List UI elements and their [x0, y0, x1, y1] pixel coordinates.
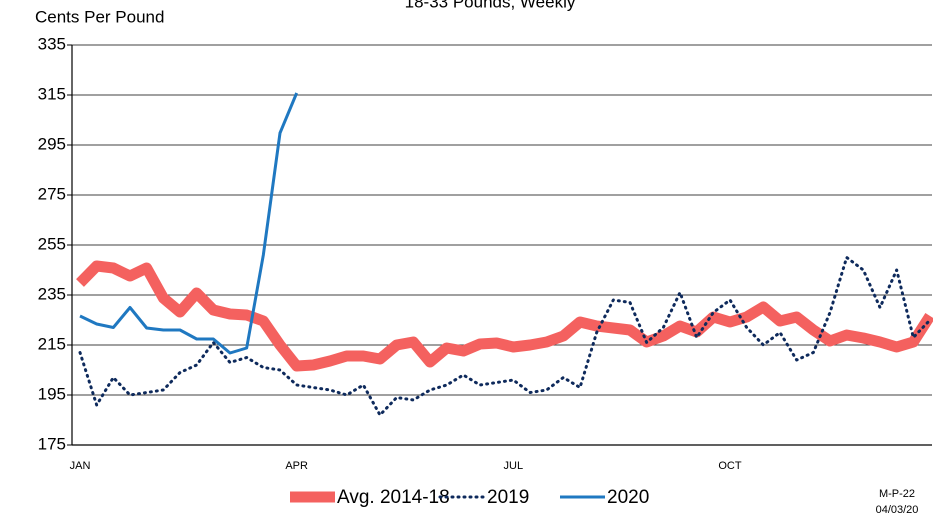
- x-tick-label: JAN: [70, 460, 91, 472]
- y-tick-label: 215: [38, 334, 66, 353]
- y-axis-label: Cents Per Pound: [35, 7, 164, 26]
- legend-label: Avg. 2014-18: [337, 487, 450, 508]
- y-tick-label: 195: [38, 384, 66, 403]
- y-tick-label: 295: [38, 134, 66, 153]
- chart-title: 18-33 Pounds, Weekly: [405, 0, 576, 11]
- legend-label: 2020: [607, 487, 649, 508]
- x-tick-label: APR: [285, 460, 308, 472]
- y-tick-label: 275: [38, 184, 66, 203]
- x-tick-label: JUL: [504, 460, 524, 472]
- x-tick-label: OCT: [718, 460, 742, 472]
- note: M-P-22: [879, 488, 915, 500]
- y-tick-label: 315: [38, 84, 66, 103]
- y-tick-label: 255: [38, 234, 66, 253]
- note: 04/03/20: [876, 504, 919, 516]
- legend-label: 2019: [487, 487, 529, 508]
- series-line: [76, 260, 933, 372]
- y-tick-label: 175: [38, 434, 66, 453]
- series-line: [78, 256, 932, 417]
- y-tick-label: 235: [38, 284, 66, 303]
- series-line: [79, 92, 299, 355]
- y-tick-label: 335: [38, 34, 66, 53]
